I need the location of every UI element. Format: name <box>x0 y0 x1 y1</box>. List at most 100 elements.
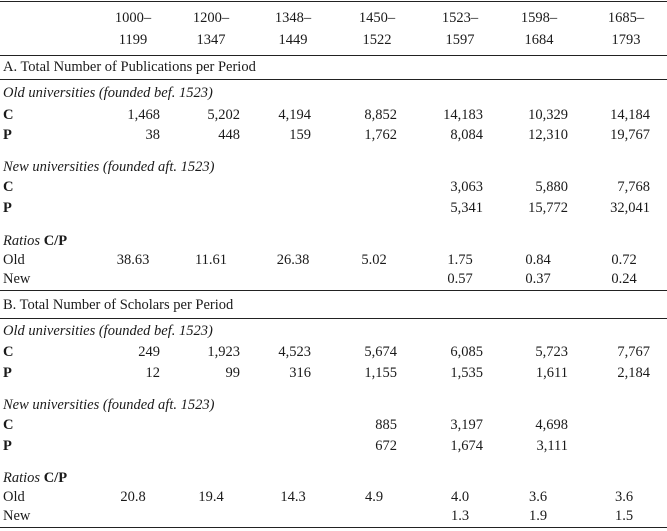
table-cell: 4,698 <box>535 417 568 433</box>
section-end-rule <box>0 290 667 291</box>
table-cell: 1,535 <box>450 365 483 381</box>
table-cell: 1,762 <box>364 127 397 143</box>
bottom-rule <box>0 527 667 529</box>
table-cell: 672 <box>375 438 397 454</box>
ratio-label-new: New <box>3 271 31 287</box>
ratio-cell: 19.4 <box>198 489 224 505</box>
row-label-c: C <box>3 344 14 360</box>
table-cell: 6,085 <box>450 344 483 360</box>
group-heading-new: New universities (founded aft. 1523) <box>3 397 215 413</box>
ratios-heading-text: Ratios <box>3 233 41 249</box>
ratio-cell: 0.84 <box>525 252 551 268</box>
ratio-label-old: Old <box>3 252 25 268</box>
column-header-end: 1522 <box>362 32 392 48</box>
table-cell: 159 <box>289 127 311 143</box>
column-header-start: 1200– <box>192 10 230 26</box>
ratio-cell: 3.6 <box>528 489 548 505</box>
ratio-cell: 20.8 <box>120 489 146 505</box>
ratio-cell: 4.0 <box>450 489 470 505</box>
table-cell: 12,310 <box>528 127 568 143</box>
table-cell: 4,194 <box>278 107 311 123</box>
table-cell: 448 <box>218 127 240 143</box>
table-cell: 5,880 <box>535 179 568 195</box>
column-header-end: 1684 <box>524 32 554 48</box>
column-header-start: 1523– <box>441 10 479 26</box>
section-title-rule <box>0 79 667 80</box>
table-cell: 8,084 <box>450 127 483 143</box>
ratios-heading-cp: C/P <box>43 470 68 486</box>
column-header-end: 1449 <box>278 32 308 48</box>
ratio-cell: 11.61 <box>194 252 228 268</box>
ratios-heading-cp: C/P <box>43 233 68 249</box>
column-header-end: 1199 <box>118 32 148 48</box>
table-cell: 5,723 <box>535 344 568 360</box>
table-cell: 8,852 <box>364 107 397 123</box>
column-header-start: 1598– <box>520 10 558 26</box>
ratio-cell: 4.9 <box>364 489 384 505</box>
table-cell: 4,523 <box>278 344 311 360</box>
table-cell: 316 <box>289 365 311 381</box>
ratios-heading: Ratios C/P <box>3 232 67 250</box>
ratio-cell: 26.38 <box>276 252 310 268</box>
ratio-cell: 1.9 <box>528 508 548 524</box>
table-cell: 3,197 <box>450 417 483 433</box>
table-cell: 249 <box>138 344 160 360</box>
row-label-c: C <box>3 107 14 123</box>
ratio-cell: 38.63 <box>116 252 150 268</box>
row-label-c: C <box>3 179 14 195</box>
ratio-cell: 0.57 <box>447 271 473 287</box>
group-heading-new: New universities (founded aft. 1523) <box>3 159 215 175</box>
column-header-start: 1000– <box>114 10 152 26</box>
ratio-cell: 0.24 <box>611 271 637 287</box>
ratio-cell: 0.72 <box>611 252 637 268</box>
table-cell: 14,184 <box>610 107 650 123</box>
ratio-cell: 1.75 <box>447 252 473 268</box>
section-title-rule <box>0 318 667 319</box>
row-label-p: P <box>3 365 12 381</box>
section-title: A. Total Number of Publications per Peri… <box>3 59 256 75</box>
table-cell: 38 <box>145 127 161 143</box>
table-cell: 1,468 <box>127 107 160 123</box>
group-heading-old: Old universities (founded bef. 1523) <box>3 323 213 339</box>
table-cell: 99 <box>225 365 241 381</box>
column-header-end: 1793 <box>611 32 641 48</box>
ratio-label-new: New <box>3 508 31 524</box>
table-cell: 7,768 <box>617 179 650 195</box>
table-cell: 1,674 <box>450 438 483 454</box>
table-cell: 3,063 <box>450 179 483 195</box>
column-header-end: 1347 <box>196 32 226 48</box>
table-cell: 14,183 <box>443 107 483 123</box>
column-header-start: 1450– <box>358 10 396 26</box>
table-cell: 1,155 <box>364 365 397 381</box>
table-cell: 12 <box>145 365 161 381</box>
table-cell: 1,923 <box>207 344 240 360</box>
table-cell: 15,772 <box>528 200 568 216</box>
table-cell: 2,184 <box>617 365 650 381</box>
row-label-p: P <box>3 438 12 454</box>
section-rule <box>0 55 667 56</box>
ratio-cell: 14.3 <box>280 489 306 505</box>
column-header-start: 1348– <box>274 10 312 26</box>
table-cell: 19,767 <box>610 127 650 143</box>
ratio-cell: 1.3 <box>450 508 470 524</box>
row-label-p: P <box>3 127 12 143</box>
table-cell: 1,611 <box>535 365 568 381</box>
column-header-end: 1597 <box>445 32 475 48</box>
ratio-cell: 5.02 <box>361 252 387 268</box>
table-cell: 32,041 <box>610 200 650 216</box>
table-cell: 885 <box>375 417 397 433</box>
ratio-cell: 0.37 <box>525 271 551 287</box>
row-label-p: P <box>3 200 12 216</box>
ratios-heading-text: Ratios <box>3 470 41 486</box>
table-cell: 7,767 <box>617 344 650 360</box>
table-cell: 10,329 <box>528 107 568 123</box>
group-heading-old: Old universities (founded bef. 1523) <box>3 85 213 101</box>
table-cell: 5,341 <box>450 200 483 216</box>
ratio-label-old: Old <box>3 489 25 505</box>
table-cell: 5,202 <box>207 107 240 123</box>
table-cell: 3,111 <box>536 438 568 454</box>
section-title: B. Total Number of Scholars per Period <box>3 297 234 313</box>
ratio-cell: 3.6 <box>614 489 634 505</box>
column-header-start: 1685– <box>607 10 645 26</box>
